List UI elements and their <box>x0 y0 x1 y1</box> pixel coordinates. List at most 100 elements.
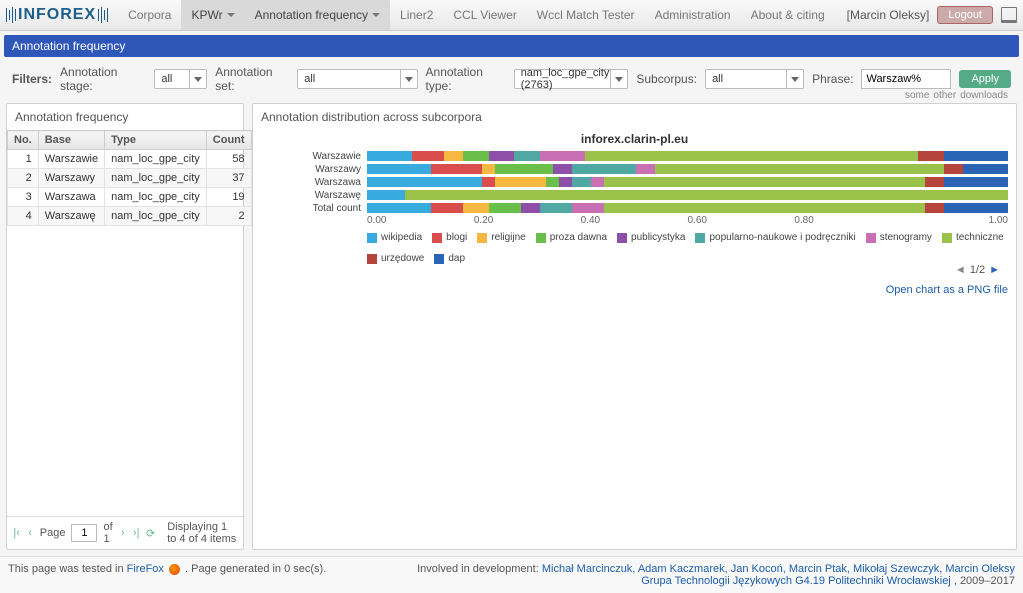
legend-swatch <box>367 233 377 243</box>
dev-name-link[interactable]: Marcin Oleksy <box>945 563 1015 575</box>
pager-page-label: Page <box>40 527 66 539</box>
last-page-icon[interactable]: ›| <box>133 526 140 540</box>
legend-swatch <box>695 233 705 243</box>
chart-segment <box>944 177 1008 187</box>
pager-page-input[interactable] <box>71 524 97 542</box>
nav-label: Administration <box>655 8 731 22</box>
freq-panel: Annotation frequency No. Base Type Count… <box>6 103 244 550</box>
filters-row: Filters: Annotation stage: all Annotatio… <box>4 61 1019 97</box>
cell-type: nam_loc_gpe_city <box>105 188 207 207</box>
legend-swatch <box>367 254 377 264</box>
main-split: Annotation frequency No. Base Type Count… <box>6 103 1017 550</box>
current-user[interactable]: [Marcin Oleksy] <box>847 8 930 22</box>
chart-area: inforex.clarin-pl.eu WarszawieWarszawyWa… <box>253 132 1016 280</box>
cell-base: Warszawy <box>38 169 104 188</box>
chart-segment <box>559 177 572 187</box>
axis-tick: 0.80 <box>794 215 901 226</box>
legend-label: urzędowe <box>381 253 424 264</box>
chevron-down-icon <box>189 70 206 88</box>
legend-item[interactable]: dap <box>434 253 465 264</box>
footer: This page was tested in FireFox . Page g… <box>0 556 1023 593</box>
chart-segment <box>367 203 431 213</box>
cell-count: 58 <box>206 150 251 169</box>
distribution-title-row: Annotation distribution across subcorpor… <box>253 104 1016 130</box>
caret-down-icon <box>372 13 380 17</box>
legend-label: popularno-naukowe i podręczniki <box>709 232 855 243</box>
chart-segment <box>944 151 1008 161</box>
legend-swatch <box>432 233 442 243</box>
open-chart-link[interactable]: Open chart as a PNG file <box>886 284 1008 296</box>
nav-wccl-tester[interactable]: Wccl Match Tester <box>527 0 645 30</box>
chart-bar[interactable] <box>367 164 1008 174</box>
chart-segment <box>591 177 604 187</box>
chart-bar[interactable] <box>367 203 1008 213</box>
table-row[interactable]: 1Warszawienam_loc_gpe_city5840 <box>8 150 291 169</box>
refresh-icon[interactable]: ⟳ <box>146 526 155 540</box>
chart-next-icon[interactable]: ► <box>989 264 1000 276</box>
legend-item[interactable]: urzędowe <box>367 253 424 264</box>
chart-segment <box>553 164 572 174</box>
legend-item[interactable]: religijne <box>477 232 525 243</box>
chart-segment <box>405 190 1008 200</box>
chart-bar[interactable] <box>367 151 1008 161</box>
subcorpus-select[interactable]: all <box>705 69 804 89</box>
type-label: Annotation type: <box>426 65 506 93</box>
col-count[interactable]: Count <box>206 131 251 150</box>
stage-select[interactable]: all <box>154 69 207 89</box>
legend-item[interactable]: wikipedia <box>367 232 422 243</box>
nav-corpora[interactable]: Corpora <box>118 0 181 30</box>
firefox-link[interactable]: FireFox <box>127 563 164 575</box>
chart-segment <box>431 164 482 174</box>
legend-item[interactable]: stenogramy <box>866 232 932 243</box>
type-select[interactable]: nam_loc_gpe_city (2763) <box>514 69 629 89</box>
table-row[interactable]: 2Warszawynam_loc_gpe_city3725 <box>8 169 291 188</box>
apply-button[interactable]: Apply <box>959 70 1011 88</box>
nav-annotation-frequency[interactable]: Annotation frequency <box>245 0 390 30</box>
prev-page-icon[interactable]: ‹ <box>26 526 33 540</box>
legend-item[interactable]: techniczne <box>942 232 1004 243</box>
legend-item[interactable]: blogi <box>432 232 467 243</box>
axis-tick: 1.00 <box>901 215 1008 226</box>
nav-about[interactable]: About & citing <box>741 0 835 30</box>
chart-segment <box>367 151 412 161</box>
chart-segment <box>367 190 405 200</box>
table-row[interactable]: 3Warszawanam_loc_gpe_city1915 <box>8 188 291 207</box>
chart-pager: ◄ 1/2 ► <box>261 264 1008 276</box>
chart-prev-icon[interactable]: ◄ <box>955 264 966 276</box>
nav-liner2[interactable]: Liner2 <box>390 0 443 30</box>
first-page-icon[interactable]: |‹ <box>13 526 20 540</box>
col-no[interactable]: No. <box>8 131 39 150</box>
chevron-down-icon <box>610 70 627 88</box>
toolbar-item[interactable]: downloads <box>960 90 1008 101</box>
legend-label: publicystyka <box>631 232 685 243</box>
legend-item[interactable]: publicystyka <box>617 232 685 243</box>
col-base[interactable]: Base <box>38 131 104 150</box>
set-select[interactable]: all <box>297 69 417 89</box>
nav-ccl-viewer[interactable]: CCL Viewer <box>443 0 526 30</box>
chart-bar[interactable] <box>367 190 1008 200</box>
phrase-input[interactable] <box>861 69 951 89</box>
legend-item[interactable]: proza dawna <box>536 232 607 243</box>
toolbar-item[interactable]: some <box>905 90 929 101</box>
table-row[interactable]: 4Warszawęnam_loc_gpe_city22 <box>8 207 291 226</box>
chart-segment <box>546 177 559 187</box>
chart-segment <box>514 151 540 161</box>
next-page-icon[interactable]: › <box>119 526 126 540</box>
chart-segment <box>604 203 925 213</box>
nav-administration[interactable]: Administration <box>645 0 741 30</box>
chart-segment <box>636 164 655 174</box>
nav-kpwr[interactable]: KPWr <box>181 0 244 30</box>
legend-item[interactable]: popularno-naukowe i podręczniki <box>695 232 855 243</box>
cell-no: 1 <box>8 150 39 169</box>
chart-bar[interactable] <box>367 177 1008 187</box>
nav-label: Corpora <box>128 8 171 22</box>
monitor-icon[interactable] <box>1001 7 1017 23</box>
select-value: all <box>298 73 333 85</box>
cell-count: 37 <box>206 169 251 188</box>
dev-name-link[interactable]: Michał Marcinczuk, Adam Kaczmarek, Jan K… <box>542 563 945 575</box>
col-type[interactable]: Type <box>105 131 207 150</box>
toolbar-item[interactable]: other <box>933 90 956 101</box>
chart-segment <box>925 203 944 213</box>
footer-group-link[interactable]: Grupa Technologii Językowych G4.19 Polit… <box>641 575 951 587</box>
logout-button[interactable]: Logout <box>937 6 993 24</box>
